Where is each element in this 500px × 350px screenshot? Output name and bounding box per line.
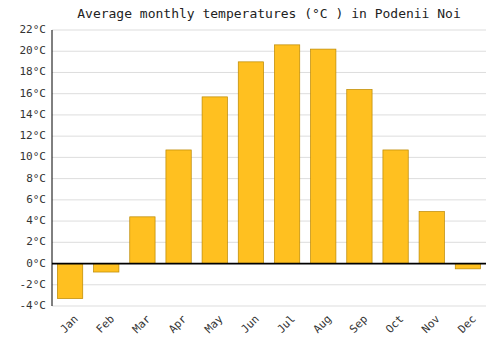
y-tick-label: 6°C — [26, 193, 46, 206]
bar — [274, 45, 299, 264]
y-tick-label: 8°C — [26, 172, 46, 185]
bar — [383, 150, 408, 264]
bar — [347, 89, 372, 263]
grid-line — [52, 72, 486, 73]
y-tick-label: 4°C — [26, 214, 46, 227]
zero-line — [52, 263, 486, 265]
x-tick-label: Feb — [94, 313, 117, 336]
grid-line — [52, 178, 486, 179]
y-tick-label: 10°C — [20, 150, 47, 163]
x-tick-label: Apr — [166, 312, 190, 336]
bar — [311, 49, 336, 263]
bar — [238, 62, 263, 264]
bar — [419, 212, 444, 264]
grid — [52, 30, 486, 306]
grid-line — [52, 30, 486, 31]
y-tick-label: 2°C — [26, 235, 46, 248]
title: Average monthly temperatures (°C ) in Po… — [77, 6, 461, 21]
x-axis: Jan Feb Mar Apr May Jun Jul Aug Sep Oct Nov Dec — [58, 312, 479, 336]
y-tick-label: 16°C — [20, 87, 47, 100]
bar — [166, 150, 191, 264]
bar — [94, 264, 119, 272]
x-tick-label: Mar — [130, 312, 154, 336]
grid-line — [52, 306, 486, 307]
x-tick-label: Sep — [347, 313, 370, 336]
y-tick-label: 22°C — [20, 23, 47, 36]
chart: Average monthly temperatures (°C ) in Po… — [0, 0, 500, 350]
grid-line — [52, 114, 486, 115]
x-tick-label: Aug — [311, 313, 334, 336]
x-tick-label: Nov — [419, 312, 443, 336]
x-tick-label: Dec — [455, 313, 478, 336]
y-tick-label: 14°C — [20, 108, 47, 121]
bars — [57, 45, 480, 299]
grid-line — [52, 284, 486, 285]
grid-line — [52, 136, 486, 137]
grid-line — [52, 199, 486, 200]
y-tick-label: -4°C — [20, 299, 47, 312]
x-tick-label: Jan — [58, 313, 81, 336]
bar — [130, 217, 155, 264]
y-tick-label: 12°C — [20, 129, 47, 142]
x-tick-label: Jun — [238, 313, 261, 336]
x-tick-label: May — [202, 312, 226, 336]
grid-line — [52, 51, 486, 52]
y-tick-label: 20°C — [20, 44, 47, 57]
y-axis-line — [52, 30, 53, 306]
y-axis: -4°C -2°C 0°C 2°C 4°C 6°C 8°C 10°C 12°C 14°C 16°C 1… — [20, 23, 47, 312]
grid-line — [52, 93, 486, 94]
x-tick-label: Jul — [275, 313, 298, 336]
grid-line — [52, 157, 486, 158]
grid-line — [52, 263, 486, 264]
y-tick-label: 0°C — [26, 257, 46, 270]
x-tick-label: Oct — [383, 313, 406, 336]
y-tick-label: 18°C — [20, 65, 47, 78]
bar — [202, 97, 227, 264]
y-tick-label: -2°C — [20, 278, 47, 291]
bar — [57, 264, 82, 299]
